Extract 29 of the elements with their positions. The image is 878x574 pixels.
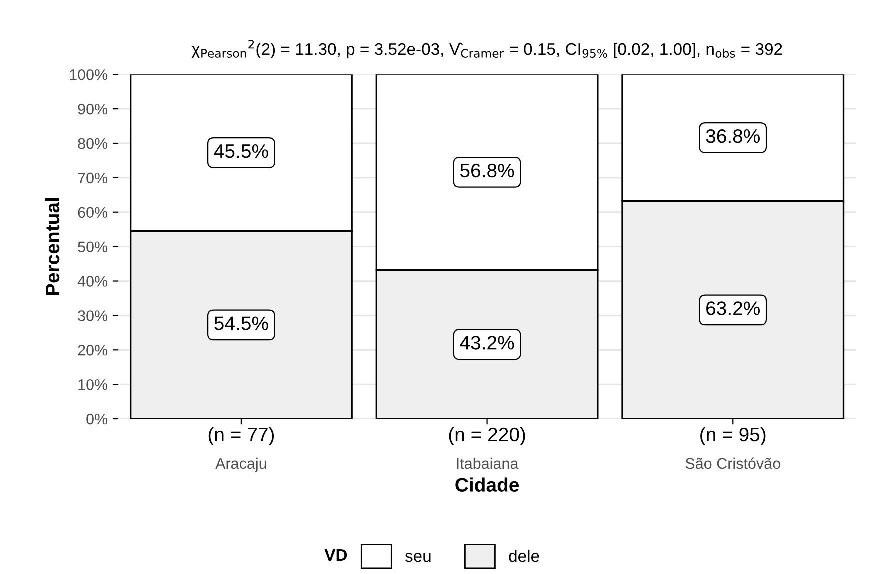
legend-title: VD [324, 549, 348, 561]
x-tick-label: São Cristóvão [686, 458, 780, 470]
y-tick-label: 50% [78, 242, 108, 253]
x-axis-title: Cidade [456, 478, 520, 492]
data-label: 43.2% [460, 336, 514, 350]
legend-label: dele [509, 550, 540, 562]
y-tick-label: 30% [78, 310, 108, 322]
data-label: 36.8% [706, 129, 760, 144]
y-axis-title: Percentual [45, 198, 60, 296]
y-tick-label: 20% [78, 345, 108, 356]
data-label: 54.5% [214, 316, 268, 330]
y-tick-label: 100% [70, 69, 108, 80]
legend-label: seu [405, 553, 431, 562]
y-tick-label: 40% [78, 276, 108, 287]
chart-title: χ$_{Pearson}$$^{2}$(2) = 11.30, p = 3.52e-03, V̂$_{Cramer}$ = 0.15, CI$_{95%}$ [0.02, 1.00], n$_{obs}$ = 392 [192, 40, 782, 59]
y-tick-label: 70% [78, 172, 108, 184]
y-tick-label: 60% [78, 207, 108, 218]
y-tick-label: 80% [78, 138, 108, 150]
data-label: 56.8% [460, 164, 514, 178]
y-tick-label: 90% [78, 104, 108, 115]
text: (n = 220) [449, 427, 526, 446]
x-tick-label: Aracaju [216, 458, 266, 472]
y-tick-label: 0% [86, 414, 108, 425]
y-tick-label: 10% [78, 379, 108, 390]
text: (n = 77) [208, 427, 274, 446]
data-label: 63.2% [706, 302, 760, 316]
data-label: 45.5% [214, 144, 268, 158]
text: (n = 95) [700, 427, 766, 446]
x-tick-label: Itabaiana [457, 458, 519, 470]
